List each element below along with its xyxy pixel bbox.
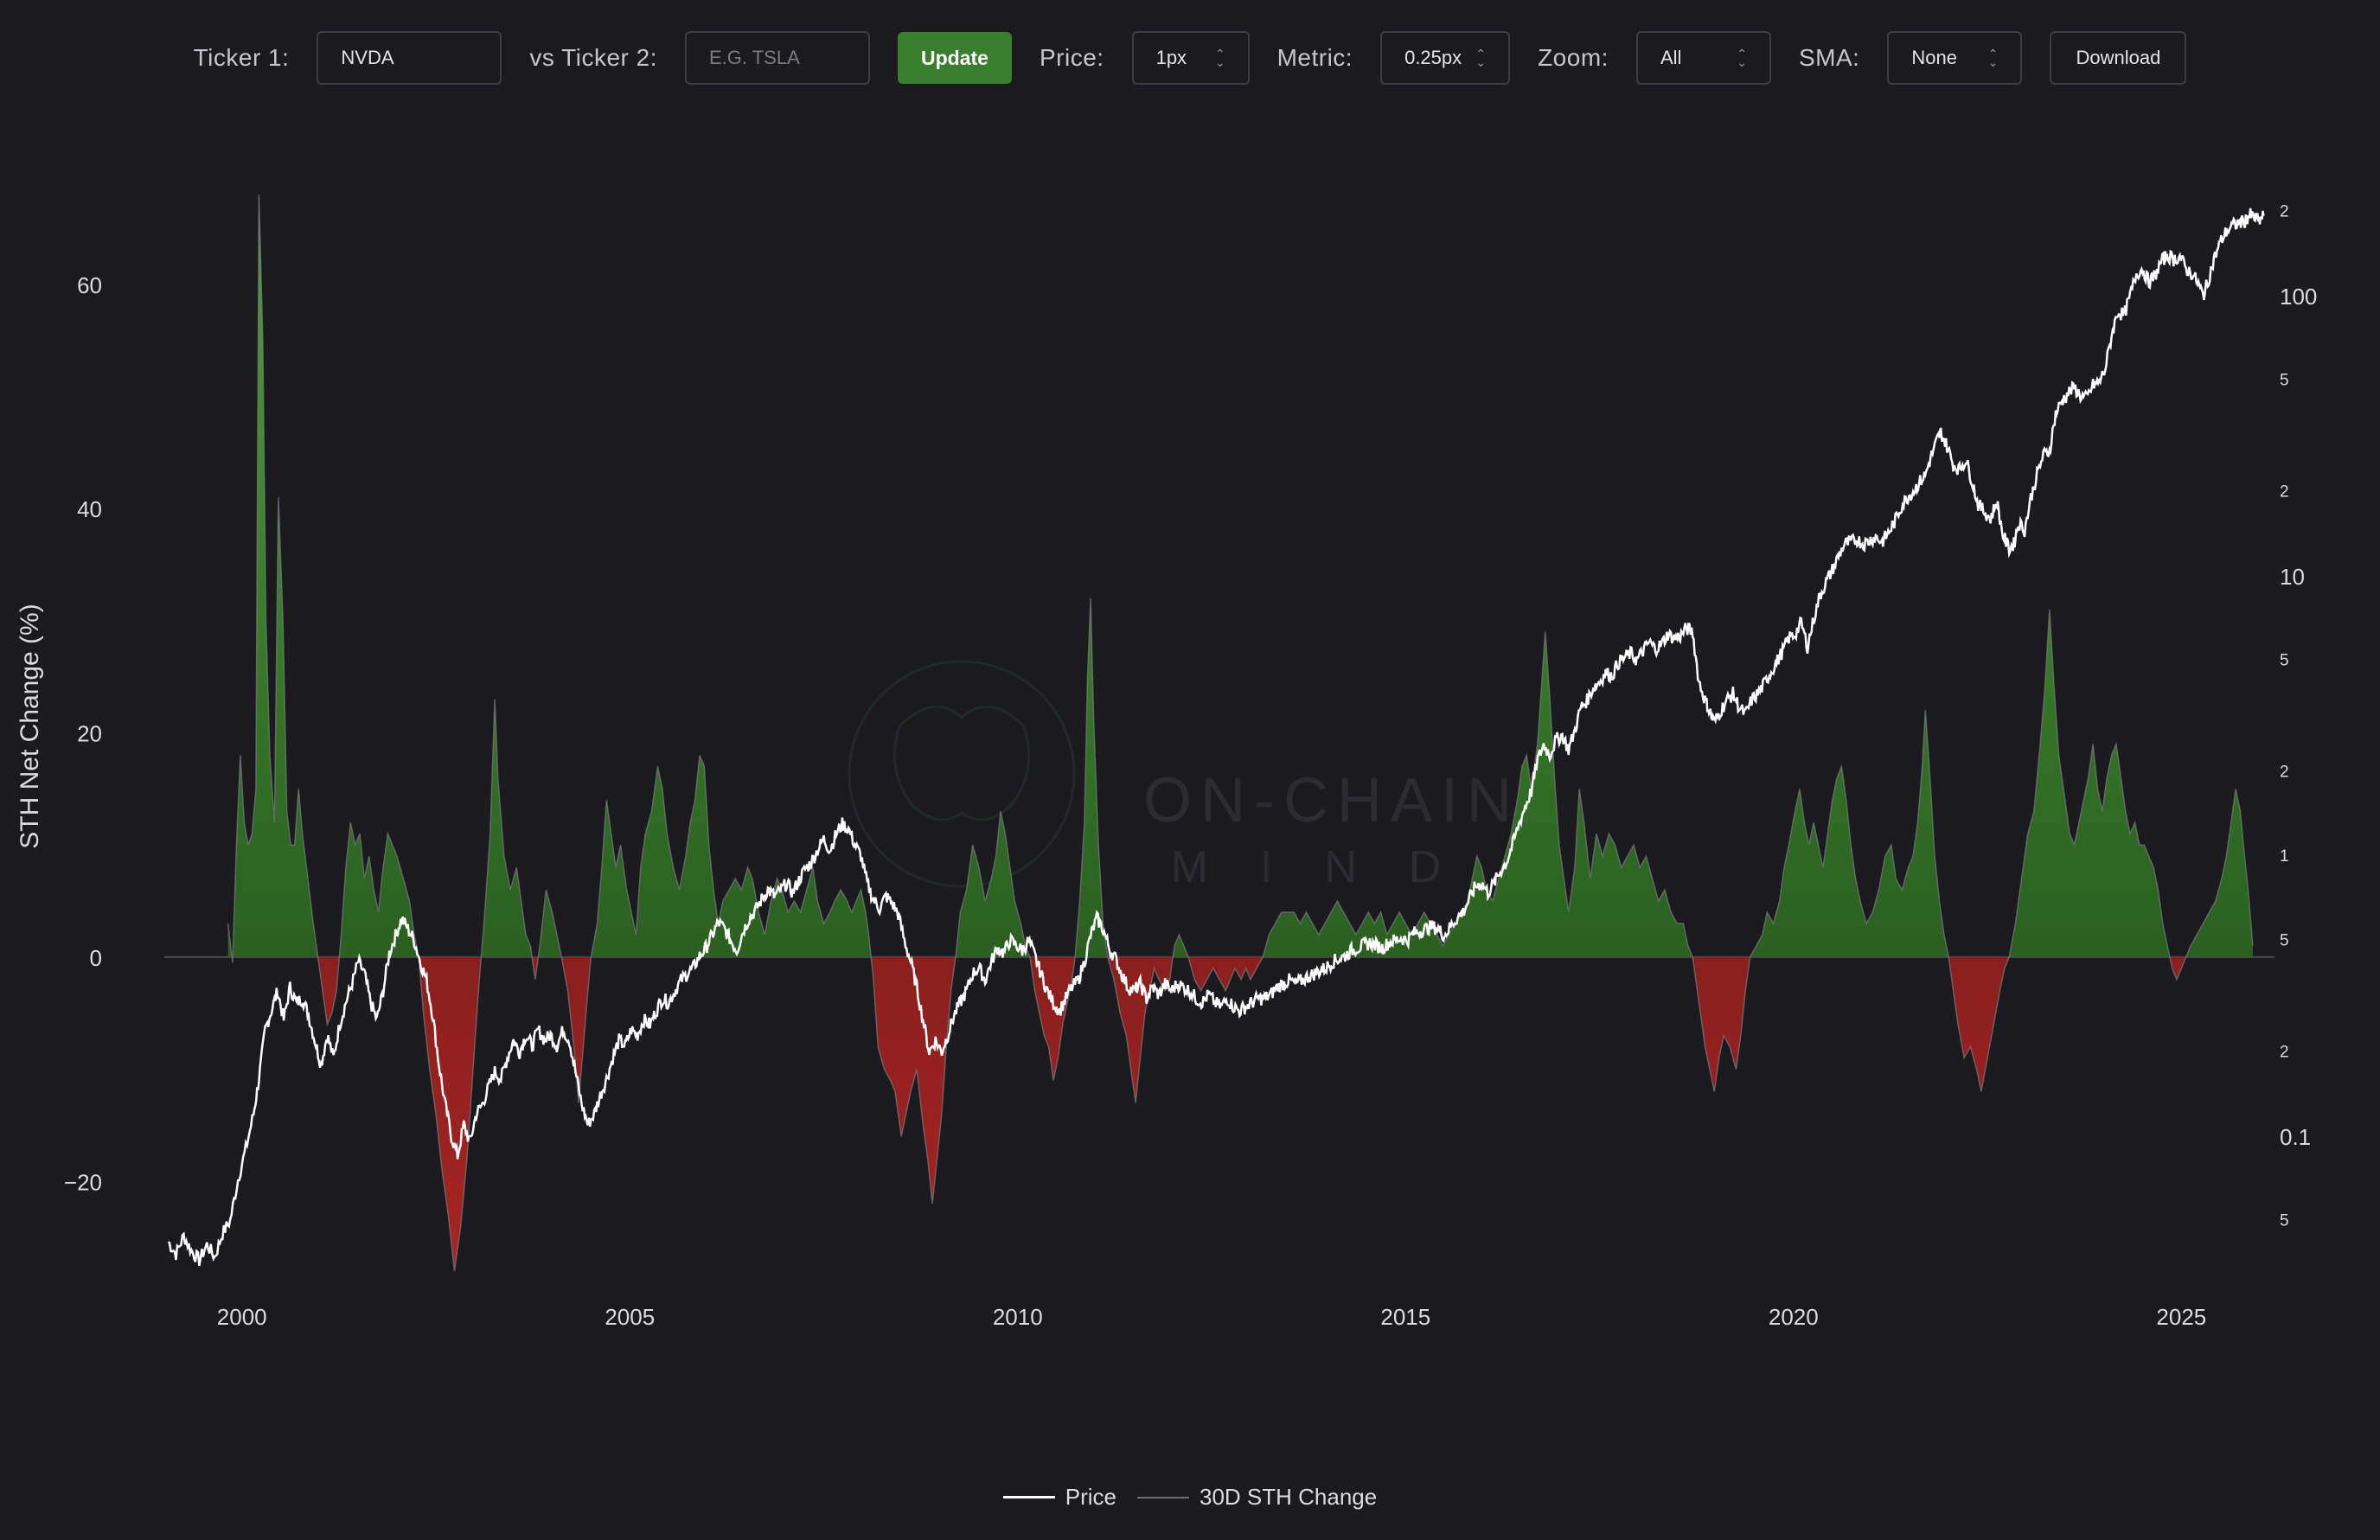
y-axis-left: −20 0 20 40 60 xyxy=(64,272,102,1196)
y2-tick-label: 2 xyxy=(2280,483,2289,502)
zoom-label: Zoom: xyxy=(1538,44,1609,71)
sth-change-line xyxy=(227,194,2254,1272)
y2-tick-label: 1 xyxy=(2280,847,2289,866)
update-button[interactable]: Update xyxy=(898,32,1012,84)
price-select-value: 1px xyxy=(1155,47,1187,68)
select-caret-icon: ⌃ ⌄ xyxy=(1987,47,1999,69)
legend-price-swatch xyxy=(1002,1496,1055,1498)
y2-tick-label: 10 xyxy=(2280,564,2305,590)
ticker2-label: vs Ticker 2: xyxy=(529,44,657,71)
toolbar: Ticker 1: NVDA vs Ticker 2: E.G. TSLA Up… xyxy=(0,29,2380,86)
watermark: ON-CHAIN MIND xyxy=(848,660,1520,892)
legend-price-label: Price xyxy=(1065,1484,1116,1510)
y2-tick-label: 100 xyxy=(2280,284,2317,310)
y2-tick-label: 5 xyxy=(2280,932,2289,950)
y2-tick-label: 5 xyxy=(2280,1212,2289,1230)
select-caret-icon: ⌃ ⌄ xyxy=(1475,47,1487,69)
x-tick-label: 2005 xyxy=(605,1304,655,1330)
x-tick-label: 2000 xyxy=(217,1304,267,1330)
metric-label: Metric: xyxy=(1276,44,1353,71)
sma-select-value: None xyxy=(1911,47,1957,68)
y-tick-label: 40 xyxy=(77,496,102,522)
legend-change-swatch xyxy=(1137,1496,1189,1498)
x-tick-label: 2015 xyxy=(1380,1304,1430,1330)
y-tick-label: 0 xyxy=(90,945,102,971)
y2-tick-label: 2 xyxy=(2280,1044,2289,1062)
select-caret-icon: ⌃ ⌄ xyxy=(1737,47,1747,69)
x-tick-label: 2020 xyxy=(1769,1304,1819,1330)
ticker1-label: Ticker 1: xyxy=(193,44,290,71)
watermark-line1: ON-CHAIN xyxy=(1143,766,1520,835)
legend: Price 30D STH Change xyxy=(0,1484,2380,1511)
watermark-brain-icon xyxy=(893,705,1030,821)
y-axis-title: STH Net Change (%) xyxy=(16,604,44,848)
x-axis: 2000 2005 2010 2015 2020 2025 xyxy=(217,1304,2206,1330)
legend-change-label: 30D STH Change xyxy=(1200,1484,1378,1510)
zoom-select[interactable]: All ⌃ ⌄ xyxy=(1635,31,1771,85)
select-caret-icon: ⌃ ⌄ xyxy=(1214,47,1225,69)
y2-tick-label: 5 xyxy=(2280,652,2289,670)
legend-item-price[interactable]: Price xyxy=(1002,1484,1116,1511)
legend-item-change[interactable]: 30D STH Change xyxy=(1137,1484,1377,1511)
ticker1-input[interactable]: NVDA xyxy=(317,31,502,85)
zoom-select-value: All xyxy=(1660,47,1682,68)
sma-label: SMA: xyxy=(1798,44,1860,71)
y-tick-label: 20 xyxy=(77,721,102,747)
metric-select-value: 0.25px xyxy=(1404,47,1462,68)
watermark-line2: MIND xyxy=(1171,842,1494,892)
y-tick-label: 60 xyxy=(77,272,102,298)
price-select[interactable]: 1px ⌃ ⌄ xyxy=(1131,31,1250,85)
download-button[interactable]: Download xyxy=(2050,31,2187,85)
y-tick-label: −20 xyxy=(64,1169,102,1195)
sth-change-negative-area xyxy=(227,956,2253,1271)
sth-change-positive-area xyxy=(227,195,2253,957)
watermark-logo-icon xyxy=(848,660,1076,888)
ticker2-input[interactable]: E.G. TSLA xyxy=(685,31,870,85)
price-label: Price: xyxy=(1040,44,1104,71)
y2-tick-label: 2 xyxy=(2280,203,2289,221)
x-tick-label: 2025 xyxy=(2156,1304,2206,1330)
y2-tick-label: 0.1 xyxy=(2280,1124,2311,1150)
price-line xyxy=(167,208,2265,1267)
metric-select[interactable]: 0.25px ⌃ ⌄ xyxy=(1380,31,1511,85)
x-tick-label: 2010 xyxy=(993,1304,1043,1330)
y2-tick-label: 5 xyxy=(2280,372,2289,390)
y-axis-right: 2 100 5 2 10 5 2 1 5 2 0.1 5 xyxy=(2280,203,2317,1230)
y2-tick-label: 2 xyxy=(2280,764,2289,782)
sma-select[interactable]: None ⌃ ⌄ xyxy=(1887,31,2023,85)
